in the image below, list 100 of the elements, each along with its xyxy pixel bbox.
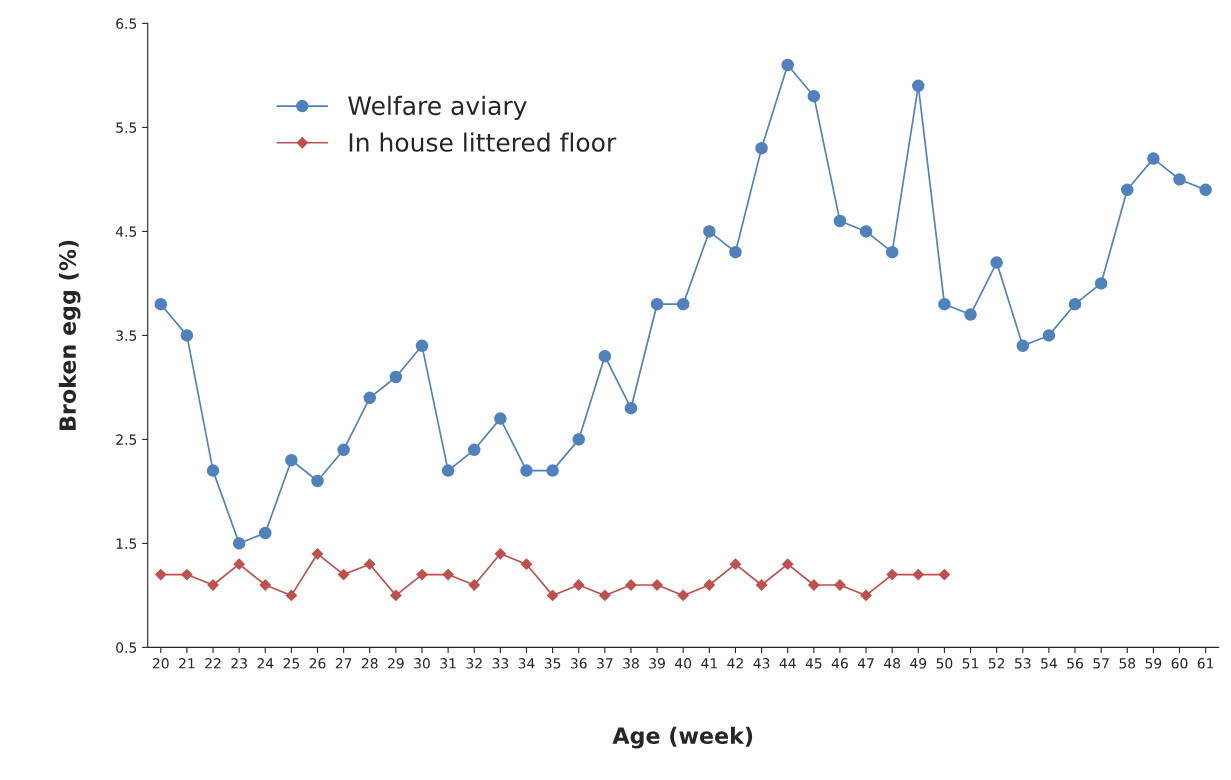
point	[180, 329, 194, 342]
x-tick-label: 42	[727, 658, 743, 669]
point	[938, 297, 951, 311]
point	[599, 589, 611, 602]
x-tick-label: 21	[179, 658, 195, 669]
point	[1173, 173, 1186, 186]
x-tick-label: 40	[675, 658, 692, 669]
point	[441, 464, 455, 477]
x-tick-label: 22	[205, 658, 221, 669]
point	[363, 391, 377, 405]
x-tick-label: 59	[1145, 658, 1162, 669]
point	[624, 401, 638, 415]
x-tick-label: 27	[335, 658, 352, 669]
x-tick-label: 36	[570, 658, 587, 669]
point	[285, 453, 298, 467]
point	[520, 464, 533, 477]
point	[311, 474, 324, 488]
point	[415, 339, 429, 353]
point	[285, 589, 297, 602]
point	[1068, 297, 1082, 311]
x-tick-label: 61	[1197, 658, 1214, 669]
x-tick-label: 52	[988, 658, 1005, 669]
point	[389, 370, 403, 384]
x-tick-label: 39	[649, 658, 665, 669]
point	[494, 412, 507, 425]
point	[755, 141, 768, 155]
point	[808, 579, 820, 591]
point	[154, 297, 168, 311]
point	[364, 558, 376, 570]
point	[912, 79, 925, 93]
point	[860, 589, 872, 602]
point	[1199, 183, 1212, 197]
x-tick-label: 29	[388, 658, 404, 669]
point	[782, 558, 794, 570]
x-tick-label: 54	[1041, 658, 1057, 669]
point	[1016, 339, 1030, 353]
point	[598, 349, 612, 363]
x-tick-label: 37	[597, 658, 613, 669]
x-tick-label: 44	[779, 658, 796, 669]
y-tick-label: 1.5	[116, 538, 137, 549]
y-axis-title: Broken egg (%)	[58, 240, 81, 430]
point	[1147, 152, 1160, 165]
point	[859, 225, 873, 238]
x-tick-label: 25	[283, 658, 300, 669]
y-tick-label: 2.5	[116, 434, 137, 445]
point	[703, 225, 716, 238]
x-tick-label: 57	[1093, 658, 1109, 669]
point	[442, 568, 454, 581]
point	[886, 568, 898, 581]
point	[729, 558, 742, 570]
point	[520, 558, 533, 570]
y-tick-label: 4.5	[115, 226, 137, 237]
point	[990, 256, 1003, 269]
point	[938, 568, 951, 581]
y-tick-label: 6.5	[116, 18, 137, 29]
point	[703, 579, 715, 591]
x-tick-label: 47	[857, 658, 874, 669]
x-tick-label: 49	[910, 658, 927, 669]
x-tick-label: 58	[1119, 658, 1136, 669]
point	[781, 58, 794, 72]
point	[468, 579, 480, 591]
point	[676, 297, 690, 311]
x-tick-label: 38	[623, 658, 639, 669]
point	[964, 308, 977, 321]
point	[1094, 277, 1108, 290]
point	[807, 89, 821, 103]
point	[573, 579, 585, 591]
x-tick-label: 60	[1171, 658, 1188, 669]
point	[572, 433, 585, 446]
point	[416, 568, 428, 581]
x-tick-label: 30	[414, 658, 430, 669]
legend-label: Welfare aviary	[348, 95, 527, 121]
point	[546, 589, 559, 602]
point	[337, 443, 350, 457]
point	[494, 548, 506, 560]
point	[390, 589, 402, 602]
point	[259, 526, 272, 540]
x-tick-label: 31	[440, 658, 456, 669]
x-tick-label: 34	[518, 658, 535, 669]
point	[338, 568, 350, 581]
point	[912, 568, 924, 581]
point	[650, 297, 664, 311]
x-tick-label: 32	[466, 658, 482, 669]
y-tick-label: 5.5	[116, 122, 137, 133]
y-tick-label: 0.5	[116, 642, 137, 653]
x-tick-label: 20	[152, 658, 169, 669]
point	[311, 548, 324, 560]
x-tick-label: 24	[257, 658, 274, 669]
point	[1121, 183, 1134, 197]
x-tick-label: 50	[936, 658, 953, 669]
x-axis-title: Age (week)	[612, 726, 753, 749]
x-tick-label: 41	[701, 658, 717, 669]
point	[546, 464, 559, 477]
x-tick-label: 53	[1015, 658, 1031, 669]
x-tick-label: 33	[492, 658, 509, 669]
point	[206, 464, 220, 477]
point	[181, 568, 193, 581]
point	[729, 245, 742, 259]
point	[467, 443, 481, 457]
x-tick-label: 48	[884, 658, 901, 669]
